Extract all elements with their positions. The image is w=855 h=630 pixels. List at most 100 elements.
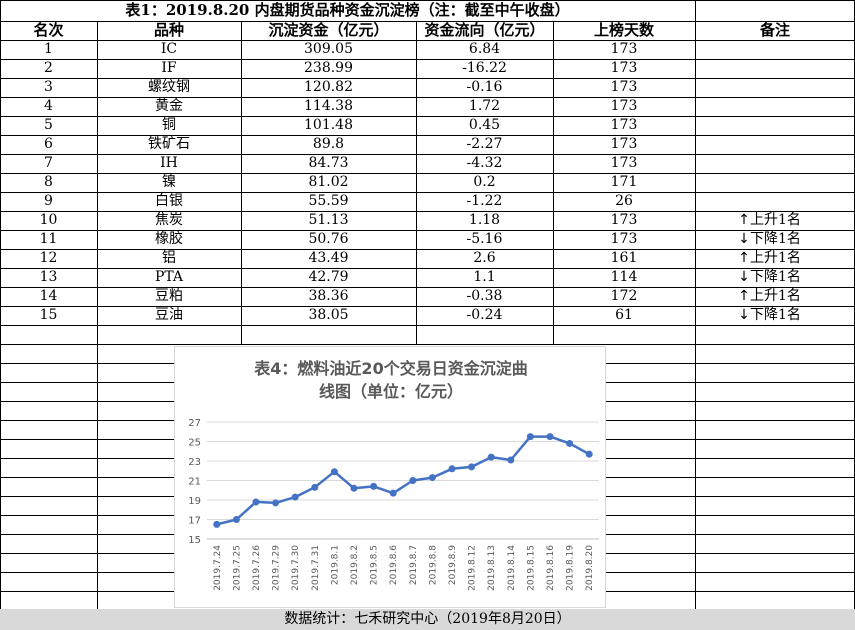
gridline-v: [241, 21, 242, 344]
cell-flow: -0.16: [466, 79, 503, 95]
data-point: [448, 465, 456, 473]
cell-note: ↑上升1名: [738, 287, 801, 306]
cell-rank: 13: [39, 269, 58, 285]
x-tick-label: 2019.8.5: [370, 545, 380, 585]
cell-flow: 6.84: [468, 41, 501, 57]
cell-days: 173: [610, 117, 638, 133]
x-tick-label: 2019.8.1: [330, 545, 340, 585]
cell-days: 173: [610, 155, 638, 171]
cell-rank: 9: [44, 193, 53, 209]
column-header-name: 品种: [153, 21, 184, 39]
cell-funds: 38.36: [308, 288, 349, 304]
y-tick-label: 19: [188, 496, 201, 507]
x-tick-label: 2019.8.12: [468, 545, 478, 591]
gridline-h: [0, 21, 855, 22]
gridline-h: [0, 344, 855, 345]
data-point: [468, 463, 476, 471]
data-point: [409, 477, 417, 484]
cell-flow: 1.72: [468, 98, 501, 114]
x-tick-label: 2019.8.7: [409, 545, 419, 585]
fuel-oil-chart[interactable]: 表4：燃料油近20个交易日资金沉淀曲 线图（单位：亿元） 15 17 19 21 23 2…: [174, 346, 606, 608]
y-tick-label: 27: [188, 418, 201, 429]
gridline-h: [0, 173, 855, 174]
cell-name: IH: [160, 155, 178, 171]
cell-rank: 3: [44, 79, 53, 95]
cell-rank: 14: [39, 288, 58, 304]
note-text: 下降1名: [750, 307, 801, 323]
table-title: 表1：2019.8.20 内盘期货品种资金沉淀榜（注：截至中午收盘）: [125, 1, 570, 19]
cell-rank: 7: [44, 155, 53, 171]
cell-name: 豆油: [155, 307, 183, 323]
cell-rank: 4: [44, 98, 53, 114]
cell-funds: 81.02: [308, 174, 349, 190]
x-tick-label: 2019.7.30: [291, 545, 301, 591]
cell-flow: -0.38: [466, 288, 503, 304]
cell-days: 61: [615, 307, 633, 323]
column-header-flow: 资金流向（亿元）: [424, 21, 545, 39]
arrow-up-icon: ↑: [738, 250, 750, 266]
y-tick-label: 23: [188, 457, 201, 468]
cell-funds: 89.8: [312, 136, 345, 152]
gridline-v: [553, 21, 554, 344]
gridline-h: [0, 211, 855, 212]
cell-flow: 1.1: [473, 269, 496, 285]
gridline-h: [0, 192, 855, 193]
cell-days: 173: [610, 41, 638, 57]
data-point: [389, 489, 397, 497]
cell-flow: -1.22: [466, 193, 503, 209]
cell-flow: -5.16: [466, 231, 503, 247]
cell-funds: 50.76: [308, 231, 349, 247]
cell-name: IC: [160, 41, 178, 57]
cell-days: 26: [615, 193, 633, 209]
cell-rank: 6: [44, 136, 53, 152]
gridline-h: [0, 78, 855, 79]
chart-title-line-1: 表4：燃料油近20个交易日资金沉淀曲: [254, 359, 528, 378]
x-tick-label: 2019.8.15: [526, 545, 536, 591]
gridline-v: [416, 21, 417, 344]
cell-days: 173: [610, 212, 638, 228]
note-text: 上升1名: [750, 212, 801, 228]
cell-name: 橡胶: [155, 231, 183, 247]
x-tick-label: 2019.7.26: [252, 545, 262, 591]
arrow-down-icon: ↓: [738, 231, 750, 247]
data-point: [213, 520, 221, 528]
data-point: [546, 433, 554, 441]
cell-flow: -16.22: [462, 60, 507, 76]
cell-days: 173: [610, 60, 638, 76]
data-point: [507, 456, 515, 464]
column-header-rank: 名次: [33, 21, 64, 39]
y-tick-label: 21: [188, 477, 201, 488]
cell-days: 173: [610, 98, 638, 114]
y-tick-label: 17: [188, 516, 201, 527]
cell-funds: 38.05: [308, 307, 349, 323]
y-tick-label: 25: [188, 438, 201, 449]
cell-days: 173: [610, 79, 638, 95]
x-tick-label: 2019.8.13: [487, 545, 497, 591]
gridline-h: [0, 154, 855, 155]
gridline-v: [97, 21, 98, 609]
cell-rank: 12: [39, 250, 58, 266]
chart-title: 表4：燃料油近20个交易日资金沉淀曲 线图（单位：亿元）: [175, 357, 607, 403]
cell-funds: 120.82: [304, 79, 353, 95]
cell-rank: 1: [44, 41, 53, 57]
data-point: [272, 499, 280, 507]
data-point: [566, 439, 574, 447]
x-tick-label: 2019.7.31: [311, 545, 321, 591]
data-point: [526, 433, 534, 441]
column-header-funds: 沉淀资金（亿元）: [268, 21, 389, 39]
y-tick-label: 15: [188, 535, 201, 546]
cell-name: 黄金: [155, 98, 183, 114]
chart-title-line-2: 线图（单位：亿元）: [318, 382, 463, 401]
cell-funds: 84.73: [308, 155, 349, 171]
cell-name: 豆粕: [155, 288, 183, 304]
cell-days: 171: [610, 174, 638, 190]
gridline-v: [695, 0, 696, 609]
cell-note: ↓下降1名: [738, 306, 801, 325]
cell-rank: 5: [44, 117, 53, 133]
cell-rank: 2: [44, 60, 53, 76]
cell-name: 镍: [162, 174, 176, 190]
gridline-h: [0, 97, 855, 98]
x-tick-label: 2019.8.14: [507, 545, 517, 591]
x-tick-label: 2019.8.16: [546, 545, 556, 591]
